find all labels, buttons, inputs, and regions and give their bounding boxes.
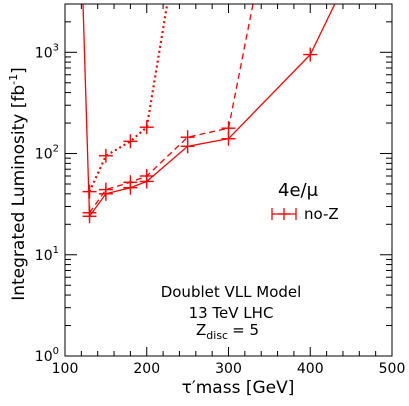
collider-label: 13 TeV LHC	[189, 304, 274, 322]
x-tick-label: 400	[297, 361, 324, 377]
zdisc-sub: disc	[206, 329, 228, 342]
y-axis-title-sup: -1	[7, 74, 20, 85]
data-point-marker	[180, 130, 195, 145]
data-point-marker	[221, 121, 236, 136]
y-tick-exp: 3	[53, 42, 59, 53]
y-tick-label: 100	[35, 346, 59, 365]
y-tick-base: 10	[35, 45, 53, 61]
x-tick-label: 500	[379, 361, 406, 377]
legend-marker	[278, 208, 290, 220]
data-point-marker	[123, 175, 138, 190]
y-axis-title-end: ]	[9, 67, 29, 74]
model-label: Doublet VLL Model	[161, 283, 302, 301]
x-tick-label: 300	[215, 361, 242, 377]
y-axis-title: Integrated Luminosity [fb-1]	[7, 67, 29, 301]
legend: no-Z	[271, 205, 339, 223]
y-tick-base: 10	[35, 248, 53, 264]
data-point-marker	[139, 168, 154, 183]
x-tick-label: 200	[133, 361, 160, 377]
data-point-marker	[303, 47, 318, 62]
series-line-solid	[82, 4, 91, 217]
legend-label: no-Z	[304, 205, 339, 223]
data-point-marker	[98, 148, 113, 163]
channel-label: 4e/μ	[278, 180, 319, 201]
data-point-marker	[98, 182, 113, 197]
y-tick-exp: 1	[53, 245, 59, 256]
y-tick-label: 102	[35, 144, 59, 163]
zdisc-label: Zdisc = 5	[196, 321, 259, 342]
series-line-dotted	[88, 4, 169, 193]
y-axis-title-main: Integrated Luminosity [fb	[9, 85, 29, 301]
data-point-marker	[123, 134, 138, 149]
x-tick-label: 100	[52, 361, 79, 377]
x-axis-title: τ′mass [GeV]	[182, 378, 295, 398]
y-tick-base: 10	[35, 147, 53, 163]
data-point-marker	[139, 120, 154, 135]
y-tick-label: 101	[35, 245, 59, 264]
zdisc-main: Z	[196, 321, 206, 339]
series-layer	[82, 4, 336, 224]
y-tick-label: 103	[35, 42, 59, 61]
zdisc-value: = 5	[232, 321, 259, 339]
y-tick-base: 10	[35, 349, 53, 365]
y-tick-exp: 0	[53, 346, 59, 357]
y-tick-exp: 2	[53, 144, 59, 155]
series-line-dashed	[88, 4, 254, 214]
series-line-solid	[88, 4, 336, 217]
